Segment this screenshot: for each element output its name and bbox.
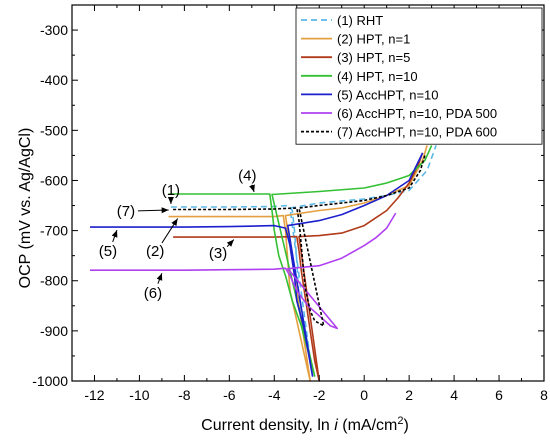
x-tick-label: -2	[313, 387, 326, 403]
curve-label: (7)	[117, 203, 135, 220]
x-tick-label: -10	[129, 387, 149, 403]
legend: (1) RHT (2) HPT, n=1 (3) HPT, n=5 (4) HPT, …	[295, 7, 543, 145]
curve-label: (1)	[162, 182, 180, 199]
curve-label-arrow	[156, 273, 163, 284]
x-tick-label: -12	[84, 387, 104, 403]
x-tick-label: -4	[268, 387, 281, 403]
y-tick-label: -1000	[32, 373, 68, 389]
legend-label: (3) HPT, n=5	[337, 50, 410, 65]
legend-box	[295, 7, 543, 145]
curve-label-arrow	[111, 229, 118, 243]
x-tick-label: 4	[450, 387, 458, 403]
curve-label: (6)	[144, 285, 162, 302]
legend-label: (1) RHT	[337, 13, 383, 28]
x-tick-label: 0	[360, 387, 368, 403]
plot-frame	[71, 4, 545, 382]
y-tick-label: -400	[40, 72, 68, 88]
y-tick-label: -300	[40, 22, 68, 38]
curve-label: (5)	[99, 243, 117, 260]
x-tick-label: -6	[223, 387, 236, 403]
curve-label-arrow	[226, 239, 235, 247]
axes-layer: -12 -10 -8 -6 -4 -2 0 2 4 6 8 -1000 -900 -800 -700 -600…	[32, 4, 548, 403]
series-line-5	[90, 152, 424, 377]
legend-label: (2) HPT, n=1	[337, 32, 410, 47]
y-tick-label: -900	[40, 323, 68, 339]
legend-label: (7) AccHPT, n=10, PDA 600	[337, 125, 497, 140]
legend-label: (5) AccHPT, n=10	[337, 87, 439, 102]
annotations-layer: (1) (2) (3) (4) (5) (6) (7)	[99, 167, 257, 301]
y-tick-label: -500	[40, 122, 68, 138]
x-tick-label: -8	[178, 387, 191, 403]
curve-label-arrow	[249, 184, 255, 193]
curve-label: (3)	[209, 245, 227, 262]
y-tick-label: -700	[40, 223, 68, 239]
curve-label-arrow	[161, 218, 179, 244]
series-line-7	[173, 155, 426, 327]
curve-label: (4)	[238, 167, 256, 184]
x-tick-label: 8	[540, 387, 548, 403]
curves-layer	[90, 145, 437, 382]
series-line-4	[168, 145, 433, 377]
series-line-6	[90, 212, 397, 330]
curve-label: (2)	[146, 243, 164, 260]
y-axis-title: OCP (mV vs. Ag/AgCl)	[17, 128, 34, 289]
y-tick-label: -800	[40, 273, 68, 289]
x-axis-title: Current density, ln i (mA/cm2)	[201, 415, 409, 434]
x-tick-label: 6	[495, 387, 503, 403]
legend-label: (6) AccHPT, n=10, PDA 500	[337, 106, 497, 121]
curve-label-arrow	[137, 207, 169, 214]
x-tick-label: 2	[405, 387, 413, 403]
legend-label: (4) HPT, n=10	[337, 69, 418, 84]
y-tick-label: -600	[40, 172, 68, 188]
